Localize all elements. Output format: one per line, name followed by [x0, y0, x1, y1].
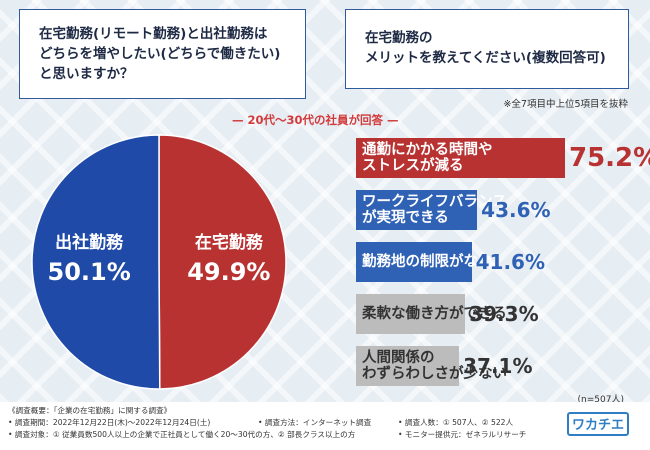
bar-fill: [356, 294, 466, 334]
question-left-text: 在宅勤務(リモート勤務)と出社勤務は どちらを増やしたい(どちらで働きたい) と…: [39, 26, 281, 82]
footer-method: • 調査方法：インターネット調査: [258, 418, 372, 427]
question-box-right: 在宅勤務の メリットを教えてください(複数回答可): [345, 9, 629, 89]
question-box-left: 在宅勤務(リモート勤務)と出社勤務は どちらを増やしたい(どちらで働きたい) と…: [19, 9, 306, 99]
bar-fill: [356, 138, 565, 178]
footer: 《調査概要：「企業の在宅勤務」に関する調査》 • 調査期間：2022年12月22…: [0, 402, 650, 450]
bar-fill: [356, 190, 478, 230]
bar-item: 柔軟な働き方ができる 39.3%: [356, 294, 539, 334]
footer-provider: • モニター提供元：ゼネラルリサーチ: [398, 430, 527, 439]
bar-item: 通勤にかかる時間や ストレスが減る 75.2%: [356, 138, 650, 178]
bar-value: 75.2%: [569, 143, 650, 173]
pie-slice-0: [158, 134, 287, 390]
bar-value: 39.3%: [469, 302, 539, 326]
footer-survey-title: 《調査概要：「企業の在宅勤務」に関する調査》: [8, 406, 172, 415]
note-text: ※全7項目中上位5項目を抜粋: [503, 99, 628, 110]
bar-item: ワークライフバランス が実現できる 43.6%: [356, 190, 551, 230]
pie-slice-1: [31, 134, 161, 390]
footer-target: • 調査対象：① 従業員数500人以上の企業で正社員として働く20〜30代の方、…: [8, 430, 356, 439]
pie-label-1: 出社勤務: [55, 232, 124, 253]
bar-fill: [356, 242, 472, 282]
bar-label: 柔軟な働き方ができる: [362, 306, 507, 322]
bar-item: 人間関係の わずらわしさが少ない 37.1%: [356, 346, 533, 386]
bar-value: 37.1%: [463, 354, 533, 378]
bar-item: 勤務地の制限がない 41.6%: [356, 242, 545, 282]
pie-value-0: 49.9%: [187, 258, 270, 286]
bar-label: 勤務地の制限がない: [362, 254, 493, 270]
bar-label: 通勤にかかる時間や ストレスが減る: [362, 142, 493, 174]
respondent-subtitle: — 20代〜30代の社員が回答 —: [232, 113, 399, 127]
bar-fill: [356, 346, 460, 386]
bar-label: ワークライフバランス が実現できる: [362, 194, 507, 226]
question-right-text: 在宅勤務の メリットを教えてください(複数回答可): [365, 30, 606, 66]
pie-label-0: 在宅勤務: [195, 232, 264, 253]
pie-value-1: 50.1%: [48, 258, 131, 286]
sample-size: (n=507人): [577, 395, 624, 405]
wakachie-logo: ワカチエ: [567, 412, 629, 436]
footer-period: • 調査期間：2022年12月22日(木)〜2022年12月24日(土): [8, 418, 211, 427]
bar-value: 43.6%: [481, 198, 551, 222]
bar-label: 人間関係の わずらわしさが少ない: [362, 350, 507, 382]
pie-chart: 在宅勤務 49.9% 出社勤務 50.1%: [31, 134, 287, 390]
bar-value: 41.6%: [475, 250, 545, 274]
footer-count: • 調査人数：① 507人、② 522人: [398, 418, 514, 427]
